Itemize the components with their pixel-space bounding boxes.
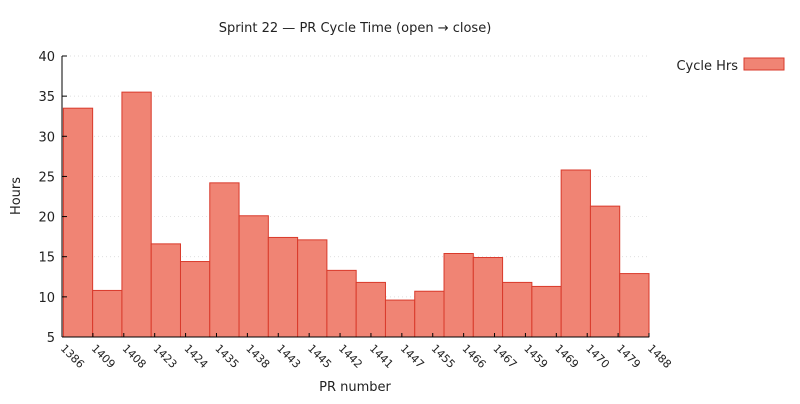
x-tick-label: 1386 (58, 342, 87, 371)
bar (414, 290, 445, 338)
x-tick-label: 1467 (490, 342, 519, 371)
bar (355, 281, 386, 338)
bar (121, 91, 152, 338)
x-tick-label: 1459 (521, 342, 550, 371)
y-tick-label: 25 (38, 170, 55, 185)
x-tick-label: 1479 (614, 342, 643, 371)
bars (62, 91, 650, 338)
bar (326, 269, 357, 338)
y-tick-label: 15 (38, 251, 55, 266)
x-tick-label: 1447 (398, 342, 427, 371)
x-tick-label: 1469 (552, 342, 581, 371)
x-tick-label: 1443 (274, 342, 303, 371)
bar (531, 285, 562, 338)
bar (589, 205, 621, 338)
y-tick-label: 10 (38, 291, 55, 306)
legend-swatch (743, 57, 785, 71)
bar (92, 289, 123, 338)
bar (179, 261, 211, 338)
bar (209, 182, 240, 338)
x-tick-label: 1441 (367, 342, 396, 371)
x-tick-label: 1445 (305, 342, 334, 371)
bar (560, 169, 591, 338)
x-tick-label: 1435 (212, 342, 241, 371)
bar (238, 215, 269, 338)
x-tick-label: 1424 (181, 342, 210, 371)
bar (443, 253, 474, 338)
x-tick-label: 1438 (243, 342, 272, 371)
bar (502, 281, 533, 338)
bar (267, 236, 299, 338)
x-tick-label: 1442 (336, 342, 365, 371)
x-tick-label: 1470 (583, 342, 612, 371)
x-tick-label: 1466 (460, 342, 489, 371)
x-axis-ticks: 1386 1409 1408 1423 1424 1435 1438 1443 1445 1442… (58, 333, 674, 371)
chart-title: Sprint 22 — PR Cycle Time (open → close) (219, 21, 492, 36)
y-axis-ticks: 5 10 15 20 25 30 35 40 (38, 50, 67, 346)
y-tick-label: 5 (47, 331, 55, 346)
y-tick-label: 20 (38, 211, 55, 226)
y-tick-label: 35 (38, 90, 55, 105)
y-axis-label: Hours (9, 177, 24, 215)
bar (619, 273, 650, 338)
x-tick-label: 1488 (645, 342, 674, 371)
y-tick-label: 30 (38, 130, 55, 145)
x-tick-label: 1408 (120, 342, 149, 371)
x-tick-label: 1455 (429, 342, 458, 371)
legend-label: Cycle Hrs (676, 59, 738, 74)
bar (472, 257, 504, 338)
x-axis-label: PR number (319, 380, 391, 395)
legend: Cycle Hrs (676, 57, 785, 74)
y-tick-label: 40 (38, 50, 55, 65)
bar (150, 243, 181, 338)
bar (62, 107, 94, 338)
bar (297, 239, 328, 338)
x-tick-label: 1409 (89, 342, 118, 371)
bar (384, 299, 416, 338)
x-tick-label: 1423 (151, 342, 180, 371)
